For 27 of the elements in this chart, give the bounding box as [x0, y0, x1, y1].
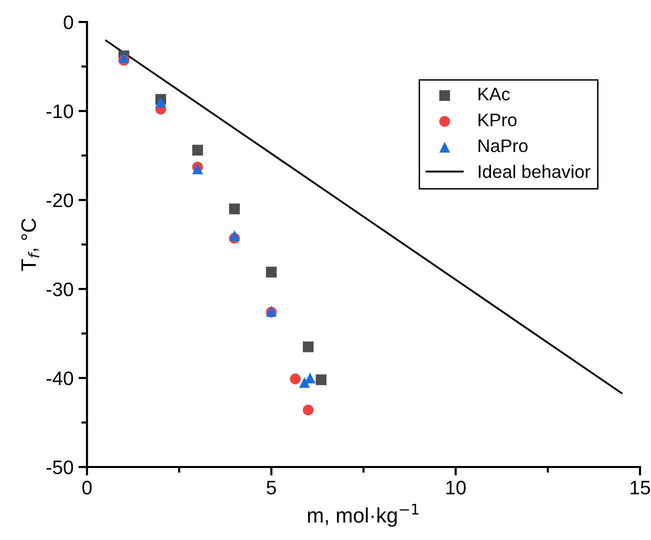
point: [302, 404, 314, 416]
y-tick-label: -50: [46, 460, 74, 474]
point: [155, 96, 166, 108]
point: [302, 341, 314, 352]
point: [299, 377, 310, 388]
point: [290, 374, 301, 384]
x-tick-label: 0: [82, 480, 92, 494]
legend-label: NaPro: [478, 140, 528, 152]
point: [316, 374, 326, 386]
y-tick-label: -10: [46, 104, 74, 118]
y-tick-label: -30: [46, 282, 74, 296]
legend-label: KAc: [478, 88, 510, 100]
point: [266, 266, 277, 278]
y-tick-label: -40: [46, 371, 74, 386]
point: [192, 144, 203, 156]
x-axis-title: m, mol·kg$^{−1}$: [308, 504, 418, 527]
x-tick-label: 15: [630, 480, 650, 494]
y-tick-label: -20: [46, 193, 74, 208]
y-tick-label: 0: [64, 15, 74, 30]
x-tick-label: 10: [446, 480, 466, 494]
point: [304, 372, 316, 384]
point: [229, 230, 240, 241]
x-tick-label: 5: [266, 480, 276, 494]
legend-label: Ideal behavior: [478, 164, 590, 178]
point: [229, 204, 240, 214]
y-axis-title: T$_{f}$, °C: [21, 218, 40, 271]
legend-label: KPro: [478, 114, 517, 126]
